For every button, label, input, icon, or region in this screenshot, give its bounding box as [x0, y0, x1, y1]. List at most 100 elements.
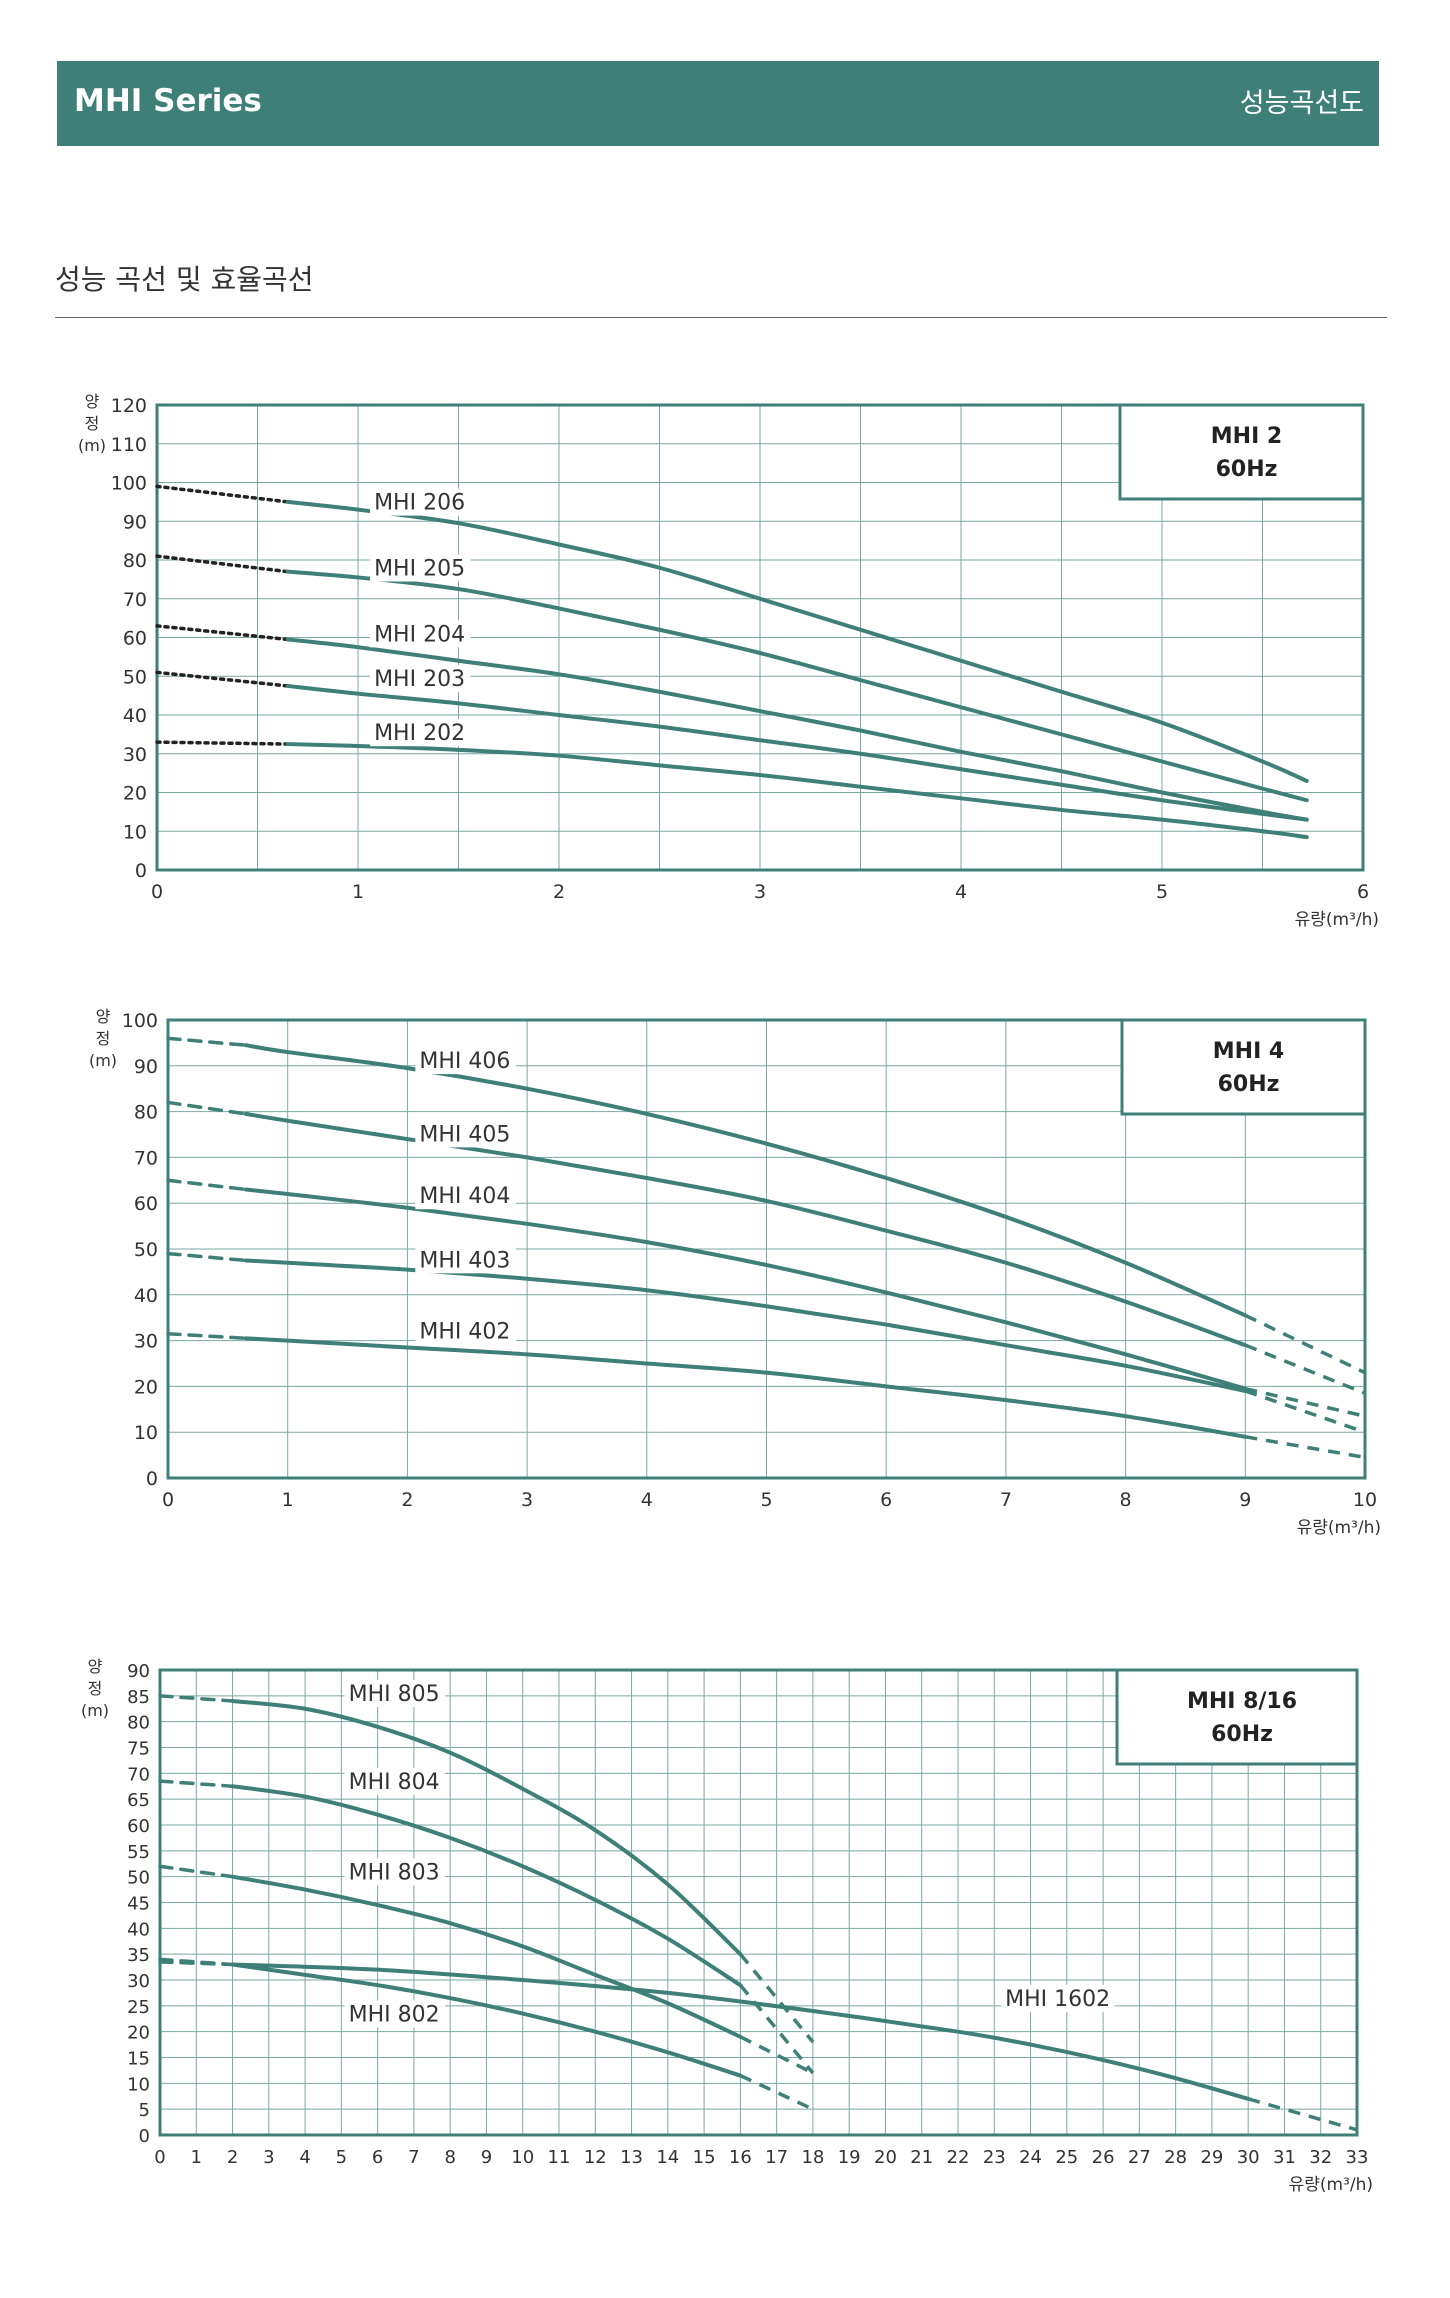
series-mhi-404: MHI 404: [166, 1178, 1366, 1418]
series-mhi-403: MHI 403: [166, 1246, 1366, 1434]
curve-extension-start: [166, 1178, 248, 1192]
curve-line: [285, 683, 1309, 822]
y-axis-label: 정: [96, 1029, 111, 1048]
curve-extension-end: [739, 1953, 815, 2044]
x-tick-label: 6: [1357, 881, 1369, 903]
series-mhi-405: MHI 405: [166, 1100, 1366, 1395]
page-header: MHI Series 성능곡선도: [57, 61, 1379, 146]
curve-line: [243, 1043, 1248, 1318]
x-tick-label: 5: [1156, 881, 1168, 903]
x-tick-label: 10: [511, 2147, 534, 2168]
y-tick-label: 15: [127, 2049, 150, 2070]
curve-extension-start: [155, 740, 290, 746]
curve-extension-start: [155, 624, 290, 642]
series-label-bg: [415, 1120, 516, 1148]
curve-extension-end: [1247, 2097, 1358, 2132]
legend-frequency: 60Hz: [1218, 1072, 1280, 1097]
y-tick-label: 70: [134, 1147, 158, 1169]
x-tick-label: 26: [1092, 2147, 1115, 2168]
curve-extension-start: [158, 1779, 235, 1788]
y-tick-label: 70: [123, 589, 147, 611]
y-tick-label: 70: [127, 1764, 150, 1785]
series-label: MHI 402: [419, 1319, 510, 1344]
x-tick-label: 3: [521, 1489, 533, 1511]
x-tick-label: 5: [336, 2147, 347, 2168]
y-axis-label: 양: [96, 1007, 111, 1026]
x-tick-label: 4: [641, 1489, 653, 1511]
curve-line: [230, 1784, 743, 1988]
series-label: MHI 406: [419, 1049, 510, 1074]
x-tick-label: 18: [801, 2147, 824, 2168]
y-axis-label: 양: [88, 1657, 103, 1676]
y-tick-label: 85: [127, 1687, 150, 1708]
series-label-bg: [415, 1246, 516, 1274]
series-label-bg: [415, 1047, 516, 1075]
legend-model: MHI 8/16: [1187, 1689, 1297, 1714]
x-tick-label: 1: [191, 2147, 202, 2168]
curve-extension-end: [739, 1984, 815, 2075]
series-label-bg: [415, 1317, 516, 1345]
x-tick-label: 8: [444, 2147, 455, 2168]
y-tick-label: 60: [127, 1816, 150, 1837]
x-tick-label: 9: [481, 2147, 492, 2168]
series-label: MHI 405: [419, 1122, 510, 1147]
x-tick-label: 2: [401, 1489, 413, 1511]
chart-mhi2: 0 1 2 3 4 5 60102030405060708090100110120양정(m)…: [78, 392, 1379, 930]
y-tick-label: 10: [123, 821, 147, 843]
series-mhi-203: MHI 203: [155, 664, 1309, 822]
series-label-bg: [344, 1680, 446, 1707]
y-tick-label: 80: [127, 1713, 150, 1734]
x-tick-label: 3: [263, 2147, 274, 2168]
y-tick-label: 60: [134, 1193, 158, 1215]
x-tick-label: 2: [227, 2147, 238, 2168]
x-tick-label: 24: [1019, 2147, 1042, 2168]
series-label-bg: [1001, 1984, 1115, 2012]
y-tick-label: 20: [134, 1376, 158, 1398]
y-axis-label: 양: [85, 392, 100, 411]
y-tick-label: 0: [146, 1468, 158, 1490]
y-tick-label: 35: [127, 1945, 150, 1966]
y-tick-label: 5: [139, 2100, 150, 2121]
legend-model: MHI 2: [1211, 424, 1282, 449]
series-label-bg: [415, 1182, 516, 1210]
x-tick-label: 8: [1120, 1489, 1132, 1511]
series-label: MHI 202: [374, 721, 465, 746]
series-mhi-402: MHI 402: [166, 1317, 1366, 1460]
series-label: MHI 203: [374, 667, 465, 692]
y-tick-label: 10: [134, 1422, 158, 1444]
x-tick-label: 20: [874, 2147, 897, 2168]
plot-frame: [155, 403, 1365, 872]
curve-extension-start: [166, 1251, 248, 1263]
x-tick-label: 11: [548, 2147, 571, 2168]
series-mhi-206: MHI 206: [155, 484, 1309, 783]
y-tick-label: 100: [111, 473, 147, 495]
curve-line: [243, 1336, 1248, 1439]
series-label: MHI 803: [349, 1860, 440, 1885]
plot-frame: [158, 1668, 1359, 2137]
series-label-bg: [370, 554, 471, 582]
y-tick-label: 50: [123, 666, 147, 688]
x-tick-label: 3: [754, 881, 766, 903]
curve-extension-end: [1244, 1313, 1366, 1375]
series-label-bg: [370, 719, 471, 747]
y-axis-label: (m): [81, 1701, 109, 1720]
series-label-bg: [344, 1767, 446, 1795]
y-tick-label: 90: [123, 511, 147, 533]
series-mhi-804: MHI 804: [158, 1767, 815, 2075]
x-tick-label: 4: [955, 881, 967, 903]
x-tick-label: 1: [282, 1489, 294, 1511]
x-tick-label: 28: [1164, 2147, 1187, 2168]
y-axis-label: 정: [88, 1679, 103, 1698]
curve-extension-end: [1244, 1389, 1366, 1434]
curve-line: [243, 1187, 1248, 1391]
x-tick-label: 19: [838, 2147, 861, 2168]
x-tick-label: 16: [729, 2147, 752, 2168]
curve-extension-start: [158, 1957, 235, 1967]
x-tick-label: 14: [656, 2147, 679, 2168]
x-tick-label: 31: [1273, 2147, 1296, 2168]
y-tick-label: 60: [123, 628, 147, 650]
x-tick-label: 29: [1200, 2147, 1223, 2168]
chart-mhi8-16: 0 1 2 3 4 5 6 7 8 9 10 11 12 13 14 15 16 17 18 19 20 21 22 23 24…: [81, 1657, 1373, 2195]
x-tick-label: 4: [299, 2147, 310, 2168]
x-tick-label: 2: [553, 881, 565, 903]
